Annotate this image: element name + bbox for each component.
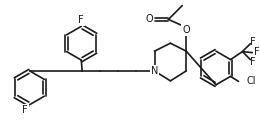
Text: F: F: [250, 57, 256, 67]
Text: F: F: [254, 47, 260, 57]
Text: F: F: [250, 37, 256, 47]
Text: O: O: [146, 14, 153, 24]
Text: Cl: Cl: [246, 76, 256, 86]
Text: N: N: [151, 66, 158, 76]
Text: O: O: [183, 25, 190, 35]
Text: F: F: [22, 105, 28, 115]
Text: F: F: [79, 15, 84, 25]
